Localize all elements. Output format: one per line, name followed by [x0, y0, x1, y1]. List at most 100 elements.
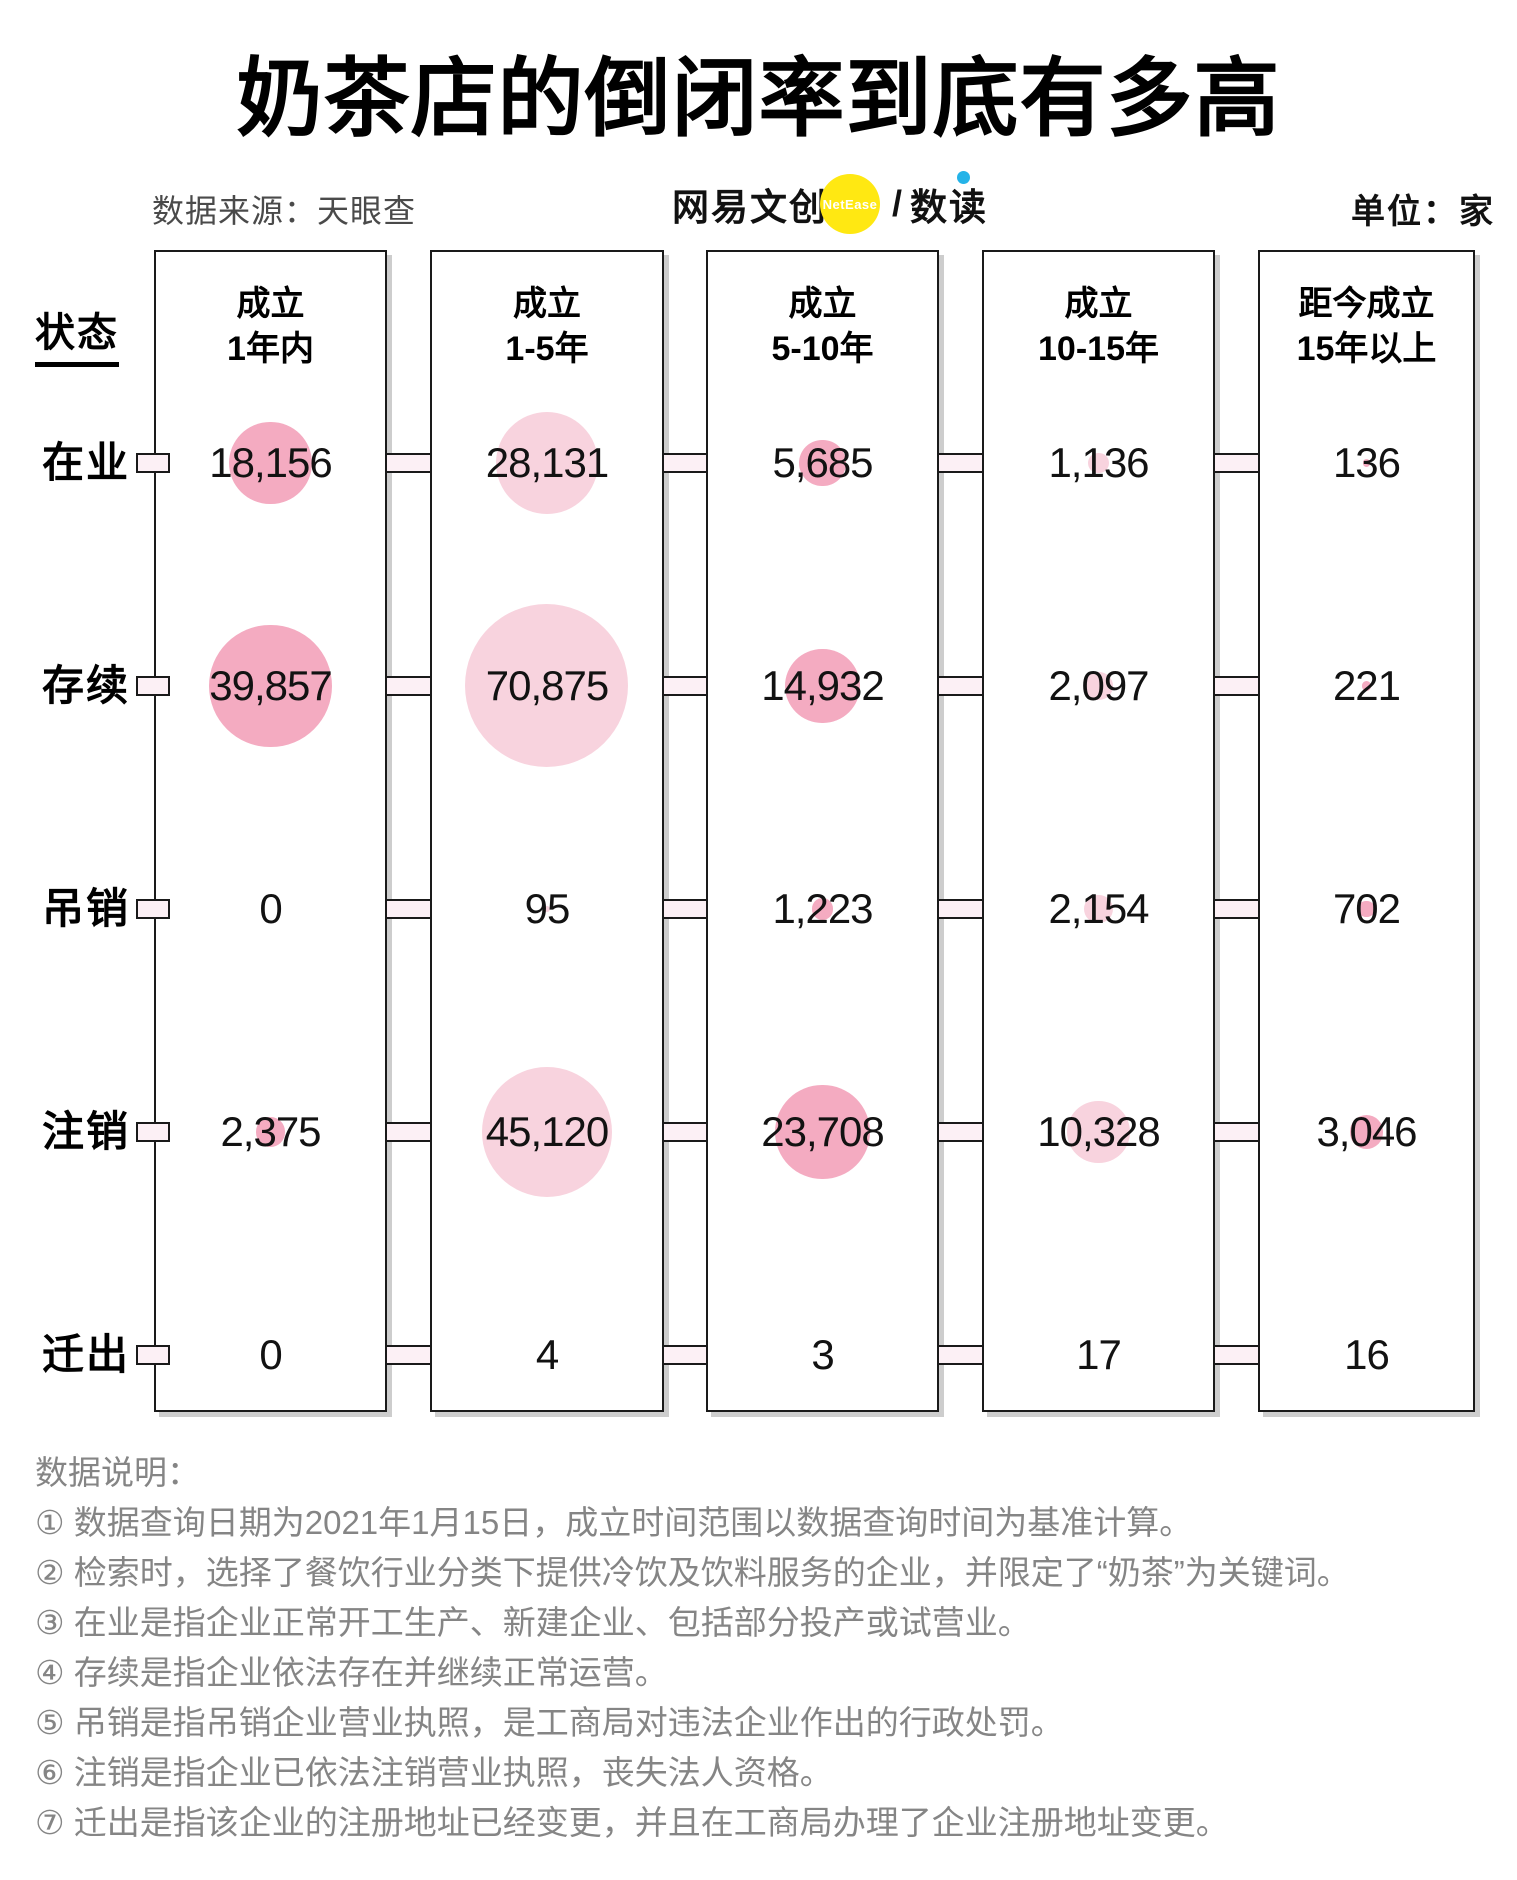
note-line-7: ⑦ 迁出是指该企业的注册地址已经变更，并且在工商局办理了企业注册地址变更。 — [35, 1804, 1229, 1841]
column-connector — [1213, 676, 1260, 696]
value-bubble — [544, 906, 550, 912]
cell-value: 45,120 — [485, 1108, 609, 1155]
value-bubble — [229, 421, 312, 505]
brand-divider: / — [891, 183, 902, 224]
column-connector — [385, 1345, 432, 1365]
column-header-5: 距今成立 15年以上 — [1296, 285, 1437, 368]
note-line-2: ② 检索时，选择了餐饮行业分类下提供冷饮及饮料服务的企业，并限定了“奶茶”为关键… — [35, 1554, 1350, 1591]
notes-block: 数据说明： ① 数据查询日期为2021年1月15日，成立时间范围以数据查询时间为… — [35, 1448, 1350, 1848]
row-label-2: 存续 — [41, 662, 130, 709]
brand-product: 数读 — [910, 171, 988, 231]
row-label-1: 在业 — [41, 439, 130, 486]
cell-value: 28,131 — [485, 439, 609, 486]
column-connector — [937, 676, 984, 696]
cell-value: 16 — [1344, 1331, 1390, 1378]
cell-value: 95 — [524, 885, 571, 932]
note-line-5: ⑤ 吊销是指吊销企业营业执照，是工商局对违法企业作出的行政处罚。 — [35, 1704, 1064, 1741]
note-line-4: ④ 存续是指企业依法存在并继续正常运营。 — [35, 1654, 668, 1691]
page-title: 奶茶店的倒闭率到底有多高 — [236, 51, 1281, 147]
column-connector — [662, 453, 708, 473]
netease-badge-icon: NetEase — [819, 174, 880, 234]
column-connector — [937, 453, 984, 473]
cell-value: 17 — [1076, 1331, 1122, 1378]
column-connector — [1213, 1122, 1260, 1142]
column-connector — [1213, 899, 1260, 919]
value-bubble — [1358, 900, 1375, 918]
value-bubble — [209, 624, 332, 748]
column-connector — [385, 676, 432, 696]
cell-value: 5,685 — [772, 439, 873, 486]
row-connector — [136, 453, 170, 473]
cell-value: 0 — [259, 885, 282, 932]
value-bubble — [1362, 459, 1371, 467]
column-connector — [662, 1345, 708, 1365]
column-connector — [385, 1122, 432, 1142]
cell-value: 10,328 — [1037, 1108, 1160, 1155]
row-connector — [136, 676, 170, 696]
cell-value: 221 — [1332, 662, 1401, 709]
cell-value: 18,156 — [209, 439, 332, 486]
column-header-1: 成立 1年内 — [227, 285, 314, 368]
cell-value: 0 — [259, 1331, 282, 1378]
row-connector — [136, 899, 170, 919]
row-label-4: 注销 — [41, 1108, 130, 1155]
column-connector — [1213, 453, 1260, 473]
value-bubble — [1349, 1115, 1384, 1149]
cell-value: 2,154 — [1048, 885, 1149, 932]
note-line-1: ① 数据查询日期为2021年1月15日，成立时间范围以数据查询时间为基准计算。 — [35, 1504, 1193, 1541]
column-box-3: 成立 5-10年 — [706, 250, 939, 1412]
magnifier-dot-icon — [957, 171, 970, 184]
value-bubble — [1084, 894, 1113, 924]
value-bubble — [811, 898, 834, 920]
unit-label: 单位：家 — [1351, 193, 1495, 231]
column-connector — [937, 899, 984, 919]
notes-lines: ① 数据查询日期为2021年1月15日，成立时间范围以数据查询时间为基准计算。 ②… — [35, 1498, 1350, 1848]
value-bubble — [799, 439, 846, 487]
cell-value: 3 — [811, 1331, 834, 1378]
column-connector — [937, 1122, 984, 1142]
cell-value: 39,857 — [209, 662, 332, 709]
cell-value: 1,223 — [772, 885, 873, 932]
column-connector — [662, 899, 708, 919]
column-connector — [1213, 1345, 1260, 1365]
note-line-3: ③ 在业是指企业正常开工生产、新建企业、包括部分投产或试营业。 — [35, 1604, 1031, 1641]
cell-value: 14,932 — [761, 662, 884, 709]
cell-value: 2,375 — [220, 1108, 321, 1155]
column-connector — [937, 1345, 984, 1365]
status-axis-label: 状态 — [35, 300, 119, 367]
column-connector — [385, 899, 432, 919]
notes-heading: 数据说明： — [35, 1454, 200, 1491]
note-line-6: ⑥ 注销是指企业已依法注销营业执照，丧失法人资格。 — [35, 1754, 833, 1791]
value-bubble — [465, 604, 629, 768]
value-bubble — [495, 411, 599, 515]
cell-value: 3,046 — [1316, 1108, 1417, 1155]
brand-name: 网易文创 — [671, 187, 828, 228]
value-bubble — [481, 1066, 613, 1198]
brand-product-label: 数读 — [910, 187, 988, 228]
cell-value: 2,097 — [1048, 662, 1149, 709]
column-header-4: 成立 10-15年 — [1038, 285, 1159, 368]
data-source-label: 数据来源：天眼查 — [152, 193, 417, 229]
value-bubble — [1067, 1100, 1130, 1164]
column-connector — [662, 1122, 708, 1142]
row-connector — [136, 1345, 170, 1365]
value-bubble — [775, 1084, 870, 1180]
cell-value: 1,136 — [1048, 439, 1149, 486]
column-header-3: 成立 5-10年 — [771, 285, 874, 368]
cell-value: 23,708 — [761, 1108, 884, 1155]
value-bubble — [785, 648, 860, 724]
cell-value: 70,875 — [485, 662, 609, 709]
cell-value: 4 — [535, 1331, 559, 1378]
brand-logo: 网易文创 NetEase / 数读 — [620, 168, 1040, 240]
netease-badge-label: NetEase — [822, 196, 878, 212]
cell-value: 702 — [1332, 885, 1401, 932]
column-header-2: 成立 1-5年 — [505, 285, 589, 368]
row-connector — [136, 1122, 170, 1142]
value-bubble — [1088, 452, 1109, 474]
row-label-3: 吊销 — [41, 885, 130, 932]
column-box-4: 成立 10-15年 — [982, 250, 1215, 1412]
value-bubble — [255, 1117, 286, 1147]
row-label-5: 迁出 — [41, 1331, 130, 1378]
column-connector — [662, 676, 708, 696]
